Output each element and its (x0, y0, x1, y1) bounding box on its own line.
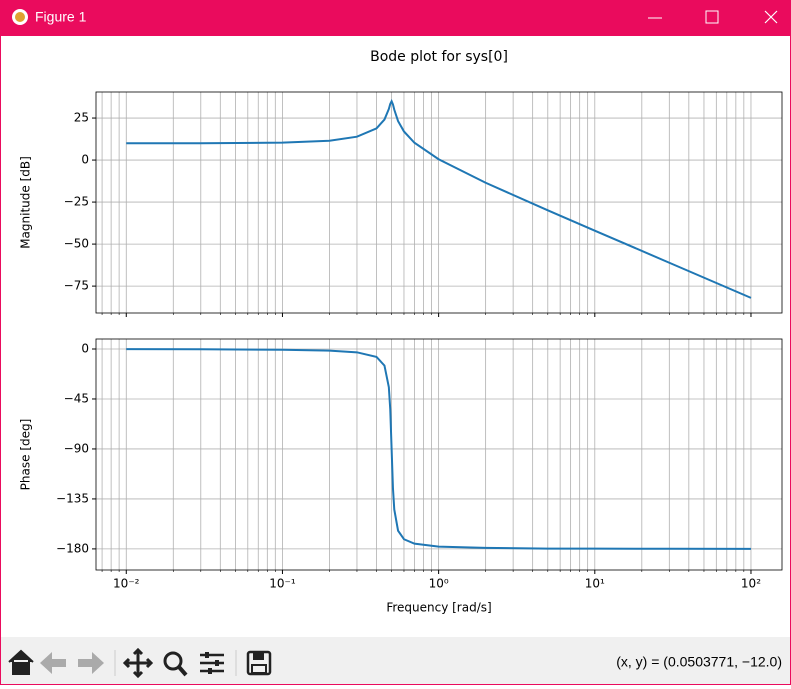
y-tick-label: −45 (64, 391, 89, 405)
y-tick-label: −90 (64, 441, 89, 455)
y-tick-label: −75 (64, 279, 89, 293)
y-tick-label: −50 (64, 237, 89, 251)
y-tick-label: 25 (74, 111, 89, 125)
window-title: Figure 1 (35, 9, 87, 25)
configure-button[interactable] (200, 652, 224, 674)
axes-frame (95, 338, 783, 571)
x-tick-label: 10² (741, 577, 761, 591)
zoom-button[interactable] (163, 651, 188, 677)
y-tick-label: 0 (81, 153, 89, 167)
save-button[interactable] (246, 650, 272, 676)
forward-button[interactable] (78, 652, 104, 674)
status-text: (x, y) = (0.0503771, −12.0) (616, 654, 782, 670)
x-axis-label: Frequency [rad/s] (386, 601, 491, 615)
axes-frame (95, 91, 783, 314)
chart-title: Bode plot for sys[0] (370, 49, 508, 65)
y-tick-label: −135 (56, 491, 89, 505)
home-button[interactable] (8, 649, 34, 675)
close-button[interactable] (764, 10, 778, 24)
data-line (126, 98, 752, 299)
y-tick-label: 0 (81, 341, 89, 355)
back-button[interactable] (40, 652, 66, 674)
x-tick-label: 10⁰ (429, 577, 449, 591)
y-axis-label: Magnitude [dB] (19, 156, 33, 249)
app-icon-inner (15, 12, 25, 22)
pan-button[interactable] (122, 647, 154, 679)
x-tick-label: 10¹ (585, 577, 605, 591)
y-axis-label: Phase [deg] (19, 419, 33, 491)
y-tick-label: −25 (64, 195, 89, 209)
x-tick-label: 10⁻¹ (269, 577, 296, 591)
maximize-button[interactable] (705, 10, 719, 24)
y-tick-label: −180 (56, 541, 89, 555)
toolbar (1, 637, 790, 684)
x-tick-label: 10⁻² (113, 577, 140, 591)
data-line (126, 348, 751, 550)
figure (1, 36, 790, 637)
